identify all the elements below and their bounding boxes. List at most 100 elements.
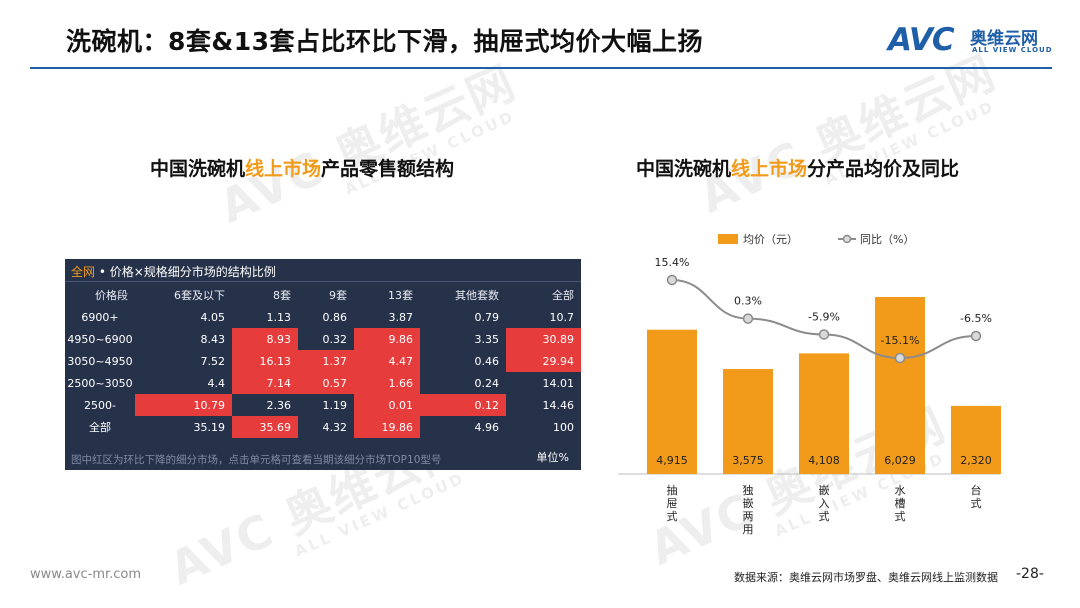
legend-swatch-bar bbox=[718, 234, 738, 244]
table-cell-declined[interactable]: 16.13 bbox=[232, 350, 298, 372]
column-header: 13套 bbox=[388, 289, 413, 302]
table-row: 全部 35.19 35.69 4.32 19.86 4.96 100 bbox=[65, 416, 581, 438]
x-tick-label: 式 bbox=[895, 510, 906, 523]
row-label: 2500~3050 bbox=[67, 376, 133, 390]
watermark: AVC 奥维云网 ALL VIEW CLOUD bbox=[211, 54, 524, 234]
table-cell[interactable]: 7.52 bbox=[200, 354, 226, 368]
logo-brand: AVC bbox=[888, 22, 955, 58]
column-header: 价格段 bbox=[95, 289, 128, 302]
x-tick-label: 式 bbox=[819, 510, 830, 523]
data-source: 数据来源：奥维云网市场罗盘、奥维云网线上监测数据 bbox=[734, 571, 998, 584]
yoy-data-label: 0.3% bbox=[734, 295, 762, 308]
bar bbox=[647, 329, 697, 474]
table-unit: 单位% bbox=[536, 451, 569, 464]
table-row: 4950~6900 8.43 8.93 0.32 9.86 3.35 30.89 bbox=[65, 328, 581, 350]
yoy-point bbox=[742, 313, 754, 324]
yoy-data-label: -15.1% bbox=[881, 334, 920, 347]
table-cell-declined[interactable]: 30.89 bbox=[506, 328, 581, 350]
row-label: 3050~4950 bbox=[67, 354, 133, 368]
table-cell-declined[interactable]: 1.66 bbox=[354, 372, 420, 394]
legend-label: 均价（元） bbox=[743, 233, 798, 246]
table-cell[interactable]: 4.4 bbox=[207, 376, 226, 390]
x-tick-label: 水 bbox=[895, 484, 906, 497]
table-cell-declined[interactable]: 4.47 bbox=[354, 350, 420, 372]
row-label: 4950~6900 bbox=[67, 332, 133, 346]
bar bbox=[875, 297, 925, 474]
bar-data-label: 4,108 bbox=[808, 454, 840, 467]
yoy-data-label: -5.9% bbox=[808, 310, 840, 323]
table-row: 3050~4950 7.52 16.13 1.37 4.47 0.46 29.94 bbox=[65, 350, 581, 372]
logo-en: ALL VIEW CLOUD bbox=[972, 46, 1053, 54]
bar bbox=[799, 353, 849, 474]
table-cell[interactable]: 4.96 bbox=[474, 420, 500, 434]
table-cell[interactable]: 10.7 bbox=[549, 310, 575, 324]
left-title-prefix: 中国洗碗机 bbox=[150, 158, 246, 180]
table-caption-text: • 价格×规格细分市场的结构比例 bbox=[98, 265, 276, 279]
table-cell[interactable]: 8.43 bbox=[200, 332, 226, 346]
table-cell-declined[interactable]: 35.69 bbox=[232, 416, 298, 438]
structure-table-panel: 全网 • 价格×规格细分市场的结构比例 价格段 6套及以下 8套 9套 13套 … bbox=[65, 259, 581, 470]
yoy-point bbox=[894, 352, 906, 364]
column-header: 8套 bbox=[273, 289, 291, 302]
x-tick-label: 抽 bbox=[667, 483, 678, 497]
row-label: 6900+ bbox=[81, 310, 119, 324]
table-cell-declined[interactable]: 7.14 bbox=[232, 372, 298, 394]
site-url[interactable]: www.avc-mr.com bbox=[30, 567, 142, 582]
x-tick-label: 用 bbox=[743, 523, 754, 536]
table-cell[interactable]: 0.24 bbox=[474, 376, 500, 390]
table-cell[interactable]: 0.32 bbox=[322, 332, 348, 346]
bar bbox=[723, 369, 773, 474]
table-cell-declined[interactable]: 9.86 bbox=[354, 328, 420, 350]
x-tick-label: 独 bbox=[743, 484, 754, 497]
table-cell[interactable]: 14.01 bbox=[542, 376, 575, 390]
table-cell[interactable]: 3.87 bbox=[388, 310, 414, 324]
table-cell[interactable]: 0.79 bbox=[474, 310, 500, 324]
page-title: 洗碗机：8套&13套占比环比下滑，抽屉式均价大幅上扬 bbox=[66, 27, 703, 56]
table-cell[interactable]: 1.13 bbox=[266, 310, 292, 324]
table-cell[interactable]: 100 bbox=[553, 420, 574, 434]
table-cell-declined[interactable]: 8.93 bbox=[232, 328, 298, 350]
table-cell-declined[interactable]: 0.57 bbox=[298, 372, 354, 394]
structure-table: 价格段 6套及以下 8套 9套 13套 其他套数 全部 6900+ 4.05 1.1… bbox=[65, 284, 581, 438]
table-cell-declined[interactable]: 1.37 bbox=[298, 350, 354, 372]
yoy-data-label: -6.5% bbox=[960, 312, 992, 325]
table-row: 6900+ 4.05 1.13 0.86 3.87 0.79 10.7 bbox=[65, 306, 581, 328]
bar bbox=[951, 405, 1001, 474]
column-header: 9套 bbox=[329, 289, 347, 302]
x-tick-label: 式 bbox=[667, 510, 678, 523]
table-row: 2500- 10.79 2.36 1.19 0.01 0.12 14.46 bbox=[65, 394, 581, 416]
table-cell-declined[interactable]: 0.01 bbox=[354, 394, 420, 416]
table-cell-declined[interactable]: 0.12 bbox=[420, 394, 506, 416]
table-cell[interactable]: 0.86 bbox=[322, 310, 348, 324]
table-cell[interactable]: 35.19 bbox=[193, 420, 226, 434]
right-title-highlight: 线上市场 bbox=[731, 158, 808, 180]
table-cell[interactable]: 3.35 bbox=[474, 332, 500, 346]
x-tick-label: 槽 bbox=[895, 497, 906, 510]
table-cell[interactable]: 4.05 bbox=[200, 310, 226, 324]
x-tick-label: 嵌 bbox=[819, 484, 830, 497]
legend-label: 同比（%） bbox=[860, 233, 914, 246]
bar-data-label: 3,575 bbox=[732, 454, 764, 467]
table-cell-declined[interactable]: 19.86 bbox=[354, 416, 420, 438]
table-cell-declined[interactable]: 29.94 bbox=[506, 350, 581, 372]
table-cell[interactable]: 1.19 bbox=[322, 398, 348, 412]
table-cell[interactable]: 2.36 bbox=[266, 398, 292, 412]
table-cell-declined[interactable]: 10.79 bbox=[135, 394, 232, 416]
table-cell[interactable]: 0.46 bbox=[474, 354, 500, 368]
x-tick-label: 嵌 bbox=[743, 497, 754, 510]
table-header-row: 价格段 6套及以下 8套 9套 13套 其他套数 全部 bbox=[65, 284, 581, 306]
yoy-point bbox=[818, 329, 830, 340]
logo-cn: 奥维云网 bbox=[970, 29, 1038, 49]
table-cell[interactable]: 4.32 bbox=[322, 420, 348, 434]
table-cell[interactable]: 14.46 bbox=[542, 398, 575, 412]
column-header: 全部 bbox=[552, 289, 574, 302]
page-number: -28- bbox=[1016, 566, 1044, 582]
table-caption: 全网 • 价格×规格细分市场的结构比例 bbox=[71, 263, 276, 280]
x-tick-label: 台 bbox=[971, 483, 982, 497]
left-title-suffix: 产品零售额结构 bbox=[321, 158, 455, 180]
legend-marker bbox=[842, 234, 852, 244]
left-title-highlight: 线上市场 bbox=[245, 158, 322, 180]
column-header: 其他套数 bbox=[455, 289, 499, 302]
right-section-title: 中国洗碗机线上市场分产品均价及同比 bbox=[636, 154, 959, 181]
